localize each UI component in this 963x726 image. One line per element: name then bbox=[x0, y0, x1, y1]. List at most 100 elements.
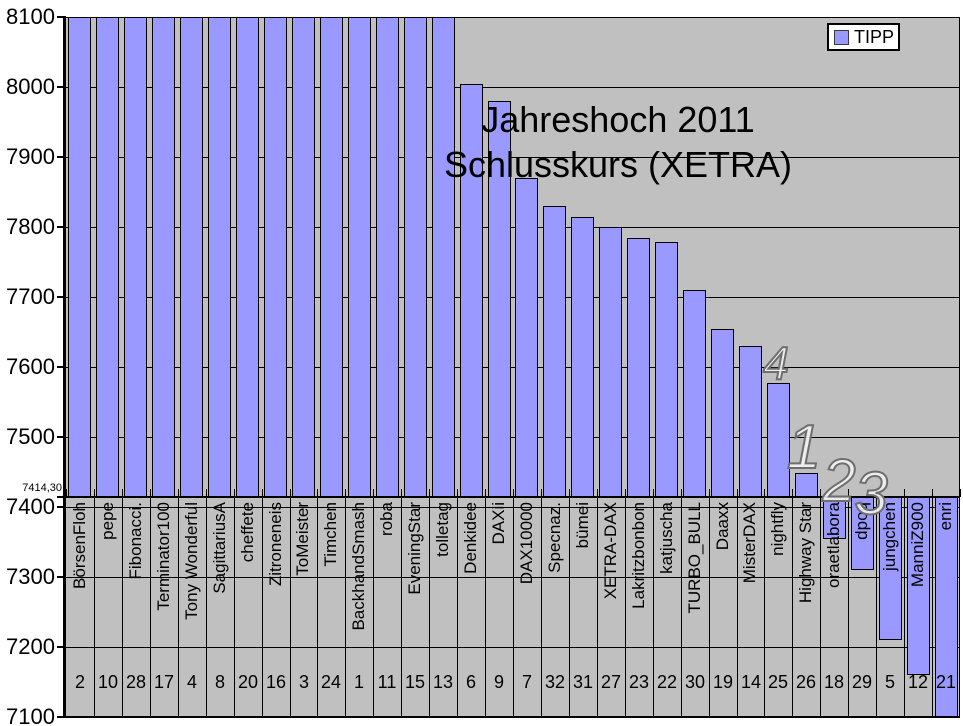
bar-cheffete[interactable] bbox=[236, 17, 259, 497]
y-axis-tick bbox=[57, 716, 64, 718]
category-separator bbox=[597, 497, 598, 717]
category-axis-tick bbox=[401, 489, 402, 497]
legend[interactable]: TIPP bbox=[827, 23, 900, 51]
category-label: cheffete bbox=[238, 502, 257, 563]
gridline-8000 bbox=[66, 87, 960, 88]
bar-pepe[interactable] bbox=[96, 17, 119, 497]
category-separator bbox=[513, 497, 514, 717]
bar-Tony Wonderful[interactable] bbox=[180, 17, 203, 497]
plot-border-top bbox=[66, 17, 960, 18]
category-axis-tick bbox=[848, 489, 849, 497]
category-separator bbox=[681, 497, 682, 717]
bar-jungchen[interactable] bbox=[879, 497, 902, 640]
category-separator bbox=[457, 497, 458, 717]
tipp-number: 1 bbox=[353, 672, 364, 692]
bar-ToMeister[interactable] bbox=[292, 17, 315, 497]
bar-EveningStar[interactable] bbox=[404, 17, 427, 497]
bar-Lakritzbonbon[interactable] bbox=[627, 238, 650, 497]
bar-dpoq[interactable] bbox=[851, 497, 874, 570]
bar-oraetlabora[interactable] bbox=[823, 497, 846, 539]
tipp-number: 32 bbox=[544, 672, 566, 692]
category-separator bbox=[932, 497, 933, 717]
bar-Daaxx[interactable] bbox=[711, 329, 734, 497]
category-axis-tick bbox=[960, 489, 961, 497]
category-label: TURBO_BULL bbox=[685, 502, 704, 614]
bar-ManniZ900[interactable] bbox=[907, 497, 930, 675]
tipp-number: 16 bbox=[265, 672, 287, 692]
bar-nightfly[interactable] bbox=[767, 383, 790, 497]
plot-border-right bbox=[959, 17, 960, 718]
category-separator bbox=[737, 497, 738, 717]
axis-cross-value-label: 7414,30 bbox=[22, 482, 62, 494]
category-axis-tick bbox=[66, 489, 67, 497]
bar-katjuscha[interactable] bbox=[655, 242, 678, 497]
category-axis-tick bbox=[932, 489, 933, 497]
category-separator bbox=[94, 497, 95, 717]
y-axis-tick bbox=[57, 16, 64, 18]
y-axis-tick bbox=[57, 86, 64, 88]
category-separator bbox=[429, 497, 430, 717]
bar-TURBO_BULL[interactable] bbox=[683, 290, 706, 497]
category-label: katjuscha bbox=[657, 502, 676, 574]
tipp-number: 4 bbox=[186, 672, 197, 692]
tipp-number: 15 bbox=[404, 672, 426, 692]
category-axis-tick bbox=[178, 489, 179, 497]
bar-bümei[interactable] bbox=[571, 217, 594, 497]
category-label: jungchen bbox=[880, 502, 899, 572]
bar-Fibonacci.[interactable] bbox=[124, 17, 147, 497]
category-separator bbox=[206, 497, 207, 717]
bar-DAX10000[interactable] bbox=[515, 178, 538, 497]
category-axis-tick bbox=[345, 489, 346, 497]
y-axis-tick bbox=[57, 366, 64, 368]
bar-MisterDAX[interactable] bbox=[739, 346, 762, 497]
tipp-number: 29 bbox=[851, 672, 873, 692]
category-axis-tick bbox=[569, 489, 570, 497]
category-label: DAXii bbox=[489, 502, 508, 545]
bar-SagittariusA[interactable] bbox=[208, 17, 231, 497]
axis-cross-tick bbox=[57, 496, 64, 498]
category-label: EveningStar bbox=[405, 502, 424, 595]
bar-Timchen[interactable] bbox=[320, 17, 343, 497]
tipp-number: 8 bbox=[214, 672, 225, 692]
bar-BackhandSmash[interactable] bbox=[348, 17, 371, 497]
bar-Terminator100[interactable] bbox=[152, 17, 175, 497]
category-label: Denkidee bbox=[461, 502, 480, 574]
bar-tolletag[interactable] bbox=[432, 17, 455, 497]
category-label: dpoq bbox=[852, 502, 871, 540]
bar-BörsenFloh[interactable] bbox=[68, 17, 91, 497]
category-axis-tick bbox=[597, 489, 598, 497]
category-separator bbox=[848, 497, 849, 717]
bar-roba[interactable] bbox=[376, 17, 399, 497]
bar-enri[interactable] bbox=[935, 497, 958, 717]
chart-title-line1: Jahreshoch 2011 bbox=[481, 99, 755, 140]
category-axis-tick bbox=[792, 489, 793, 497]
bar-XETRA-DAX[interactable] bbox=[599, 227, 622, 497]
tipp-number: 2 bbox=[74, 672, 85, 692]
chart-title-line2: Schlusskurs (XETRA) bbox=[443, 144, 793, 185]
tipp-number: 19 bbox=[712, 672, 734, 692]
category-separator bbox=[541, 497, 542, 717]
category-separator bbox=[317, 497, 318, 717]
category-label: SagittariusA bbox=[210, 502, 229, 594]
category-label: nightfly bbox=[768, 502, 787, 556]
tipp-number: 18 bbox=[823, 672, 845, 692]
bar-Zitroneneis[interactable] bbox=[264, 17, 287, 497]
category-axis-tick bbox=[373, 489, 374, 497]
tipp-number: 27 bbox=[600, 672, 622, 692]
tipp-number: 23 bbox=[628, 672, 650, 692]
bar-DAXii[interactable] bbox=[488, 101, 511, 497]
y-axis-tick-label: 7300 bbox=[6, 564, 55, 589]
tipp-number: 10 bbox=[97, 672, 119, 692]
bar-Denkidee[interactable] bbox=[460, 84, 483, 497]
bar-Highway Star[interactable] bbox=[795, 473, 818, 497]
category-separator bbox=[764, 497, 765, 717]
y-axis-tick bbox=[57, 156, 64, 158]
y-axis-tick-label: 7700 bbox=[6, 284, 55, 309]
category-axis-tick bbox=[234, 489, 235, 497]
tipp-number: 28 bbox=[125, 672, 147, 692]
tipp-number: 12 bbox=[907, 672, 929, 692]
y-axis-line bbox=[63, 16, 66, 718]
bar-Specnaz.[interactable] bbox=[543, 206, 566, 497]
category-label: ToMeister bbox=[293, 502, 312, 576]
